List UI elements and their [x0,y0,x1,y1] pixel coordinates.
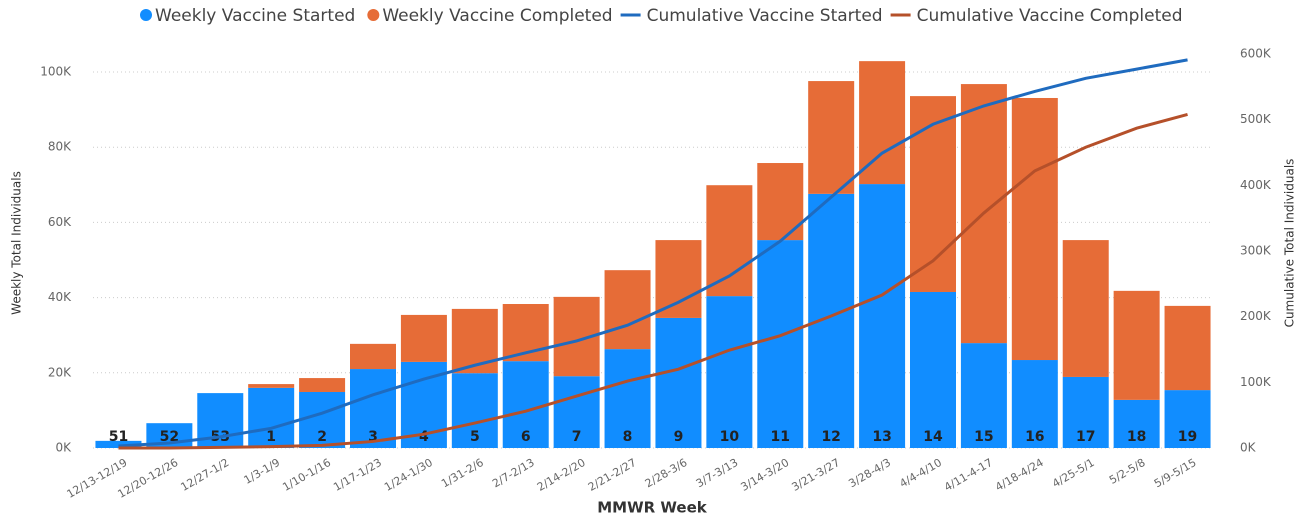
bar [655,240,702,318]
y2-tick-label: 400K [1240,178,1272,192]
x-tick-label: 4/25-5/1 [1050,456,1097,490]
bar [1164,390,1211,448]
bar [502,361,549,448]
y-tick-label: 80K [48,140,72,154]
bar [1062,240,1109,377]
x-tick-label: 2/14-2/20 [535,456,588,494]
line [118,112,1188,450]
x-tick-label: 3/7-3/13 [694,456,741,490]
bar [604,270,651,350]
week-label: 16 [1025,429,1044,445]
x-tick-label: 1/24-1/30 [382,456,435,494]
week-label: 12 [821,429,840,445]
y2-axis-label: Cumulative Total Individuals [1283,159,1297,328]
x-tick-label: 1/17-1/23 [331,456,384,494]
bar [960,343,1007,448]
y2-tick-label: 300K [1240,244,1272,258]
week-label: 7 [572,429,582,445]
legend-label: Weekly Vaccine Started [155,6,355,26]
bar [1164,305,1211,391]
week-label: 9 [674,429,684,445]
bar [706,185,753,297]
bar [95,440,142,448]
week-label: 13 [872,429,891,445]
week-label: 10 [720,429,740,445]
x-tick-label: 2/21-2/27 [586,456,639,494]
bar [910,291,956,448]
bar [1113,290,1160,400]
legend-label: Weekly Vaccine Completed [382,6,612,26]
y-tick-label: 20K [48,365,72,379]
x-tick-label: 1/3-1/9 [242,456,283,487]
x-tick-label: 2/7-2/13 [490,456,537,490]
x-tick-label: 3/14-3/20 [739,456,792,494]
legend-label: Cumulative Vaccine Started [647,6,883,26]
week-label: 17 [1076,429,1095,445]
week-label: 51 [109,429,128,445]
x-axis-label: MMWR Week [597,499,708,517]
bar [1113,399,1160,448]
bar [350,343,396,370]
y-tick-label: 100K [40,65,72,79]
bar [655,317,702,448]
bar [248,384,295,388]
week-label: 1 [266,429,276,445]
bar [451,373,498,448]
y2-tick-label: 100K [1240,375,1272,389]
week-label: 2 [317,429,327,445]
legend-marker [367,9,380,21]
x-tick-label: 3/28-4/3 [846,456,893,490]
bar [859,61,906,185]
bar [1062,376,1109,448]
bar [1011,97,1058,361]
legend-label: Cumulative Vaccine Completed [917,6,1183,26]
bar [859,184,906,449]
bar [808,81,855,194]
y2-tick-label: 600K [1240,47,1272,61]
bar [400,314,447,362]
x-tick-label: 4/4-4/10 [897,456,944,490]
x-tick-label: 5/2-5/8 [1107,456,1148,487]
bar [451,308,498,374]
bar [553,376,600,448]
x-tick-label: 4/18-4/24 [993,456,1046,494]
x-tick-label: 4/11-4-17 [942,456,995,494]
x-tick-label: 3/21-3/27 [789,456,842,494]
bar [706,296,753,448]
y-tick-label: 40K [48,290,72,304]
x-tick-label: 5/9-5/15 [1152,456,1199,490]
week-label: 6 [521,429,531,445]
bar [299,391,346,448]
week-label: 15 [974,429,993,445]
week-label: 19 [1178,429,1197,445]
y2-tick-label: 200K [1240,309,1272,323]
y2-tick-label: 500K [1240,112,1272,126]
x-tick-label: 1/31-2/6 [439,456,486,490]
bar [350,369,396,448]
bar [757,240,804,448]
legend-marker [140,9,152,21]
line [118,58,1188,448]
week-label: 14 [923,429,943,445]
week-label: 8 [623,429,633,445]
y-tick-label: 0K [55,441,72,455]
bar [604,349,651,448]
x-tick-label: 12/27-1/2 [179,456,232,494]
week-label: 4 [419,429,429,445]
x-tick-label: 2/28-3/6 [643,456,690,490]
y-axis-label: Weekly Total Individuals [10,171,24,315]
y2-tick-label: 0K [1240,441,1257,455]
bar [248,387,295,448]
bar [299,378,346,392]
y-tick-label: 60K [48,215,72,229]
week-label: 18 [1127,429,1146,445]
week-label: 5 [470,429,480,445]
week-label: 11 [771,429,790,445]
x-tick-label: 1/10-1/16 [280,456,333,494]
week-label: 3 [368,429,378,445]
bar [1011,360,1058,448]
